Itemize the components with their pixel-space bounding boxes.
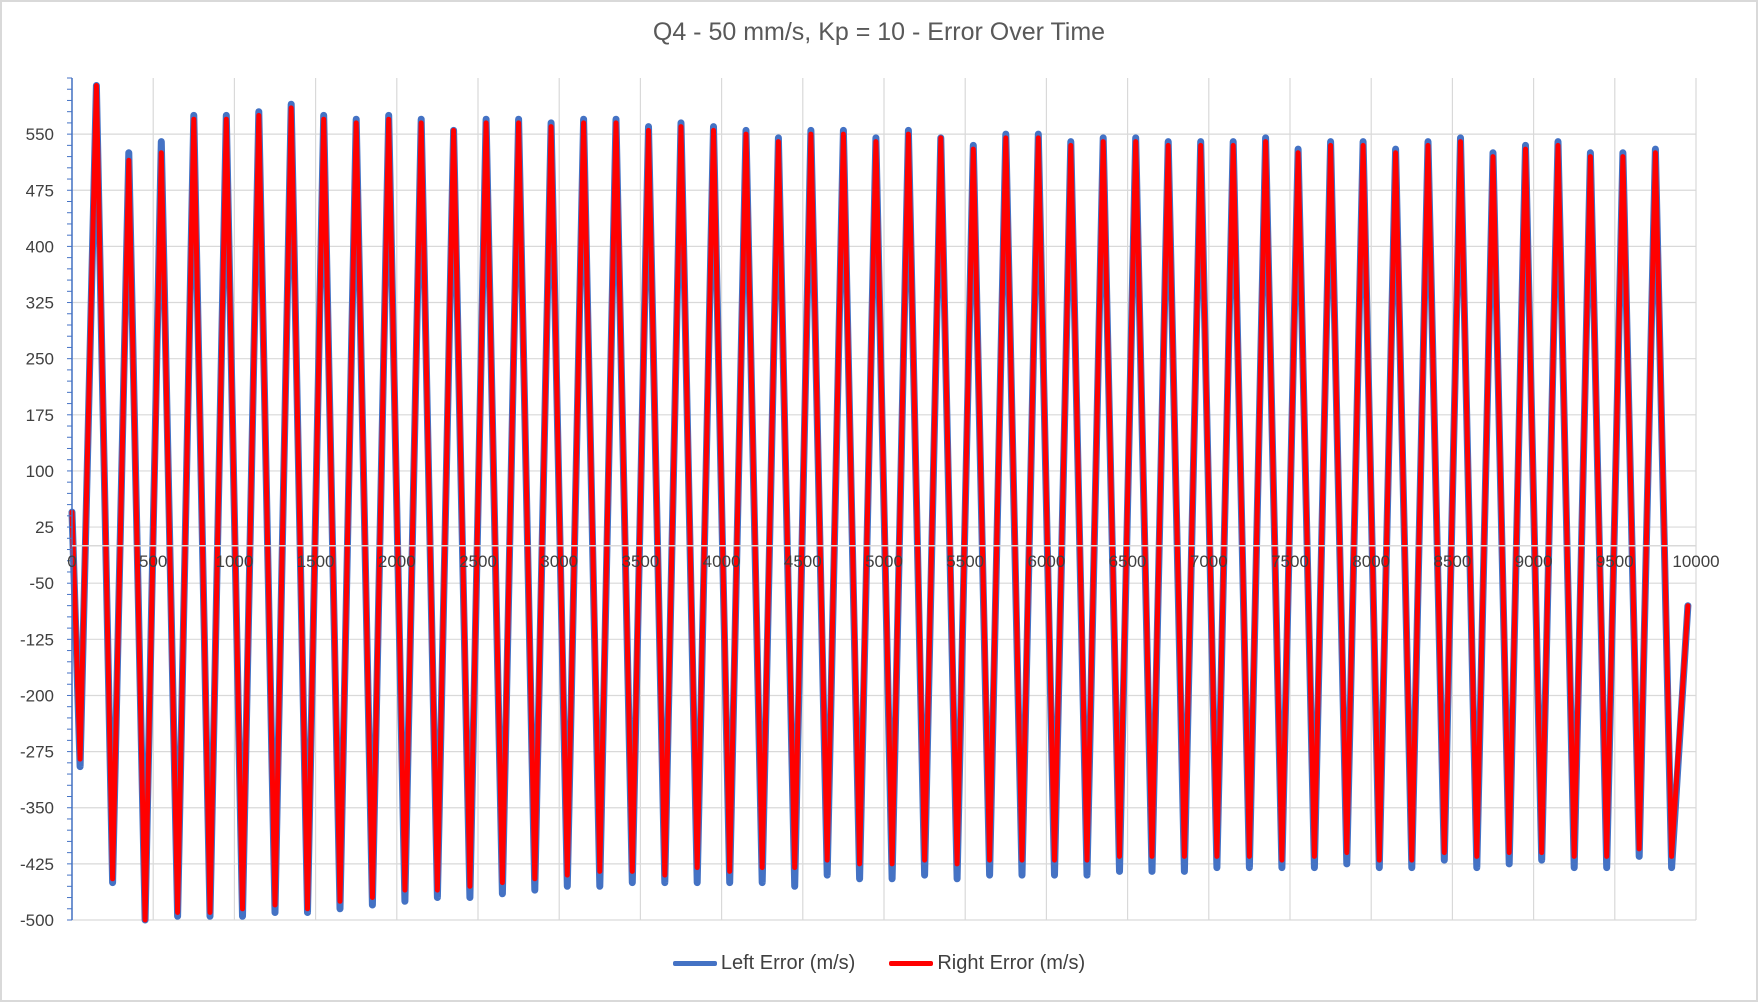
x-tick-label: 9000	[1515, 552, 1553, 571]
y-tick-label: -275	[20, 743, 54, 762]
x-tick-label: 8000	[1352, 552, 1390, 571]
x-tick-label: 7500	[1271, 552, 1309, 571]
series-right-error	[69, 83, 1691, 923]
x-tick-label: 3500	[621, 552, 659, 571]
x-tick-label: 10000	[1672, 552, 1719, 571]
x-tick-label: 1000	[215, 552, 253, 571]
x-tick-label: 3000	[540, 552, 578, 571]
x-tick-label: 2500	[459, 552, 497, 571]
x-tick-label: 0	[67, 552, 76, 571]
y-tick-label: -200	[20, 686, 54, 705]
x-tick-label: 4500	[784, 552, 822, 571]
y-tick-label: 325	[26, 294, 54, 313]
y-tick-label: 25	[35, 518, 54, 537]
y-tick-label: 550	[26, 125, 54, 144]
x-tick-label: 2000	[378, 552, 416, 571]
y-tick-label: 250	[26, 350, 54, 369]
x-tick-label: 5500	[946, 552, 984, 571]
legend: Left Error (m/s) Right Error (m/s)	[0, 952, 1758, 975]
x-tick-label: 5000	[865, 552, 903, 571]
x-tick-label: 9500	[1596, 552, 1634, 571]
y-tick-label: -50	[29, 574, 54, 593]
y-tick-label: 475	[26, 181, 54, 200]
series-lines	[68, 82, 1692, 924]
legend-item-right-error: Right Error (m/s)	[889, 952, 1085, 975]
y-tick-label: 100	[26, 462, 54, 481]
x-tick-label: 6500	[1109, 552, 1147, 571]
axes	[67, 77, 1696, 921]
x-tick-label: 1500	[297, 552, 335, 571]
tick-labels: 550 475 400 325 250 175 100 25 -50 -125 -200 -275 -3…	[20, 125, 1720, 930]
y-tick-label: -350	[20, 799, 54, 818]
x-tick-label: 7000	[1190, 552, 1228, 571]
x-tick-label: 4000	[703, 552, 741, 571]
y-tick-label: -125	[20, 630, 54, 649]
legend-item-left-error: Left Error (m/s)	[672, 952, 856, 975]
y-tick-label: -425	[20, 855, 54, 874]
legend-label-right-error: Right Error (m/s)	[937, 952, 1086, 974]
y-tick-label: 175	[26, 406, 54, 425]
chart-title: Q4 - 50 mm/s, Kp = 10 - Error Over Time	[652, 18, 1106, 46]
legend-label-left-error: Left Error (m/s)	[720, 952, 856, 974]
legend-swatch-left-error	[672, 961, 717, 966]
legend-swatch-right-error	[889, 961, 934, 966]
y-tick-label: 400	[26, 237, 54, 256]
x-tick-label: 500	[139, 552, 167, 571]
y-tick-label: -500	[20, 911, 54, 930]
x-tick-label: 8500	[1433, 552, 1471, 571]
x-tick-label: 6000	[1027, 552, 1065, 571]
